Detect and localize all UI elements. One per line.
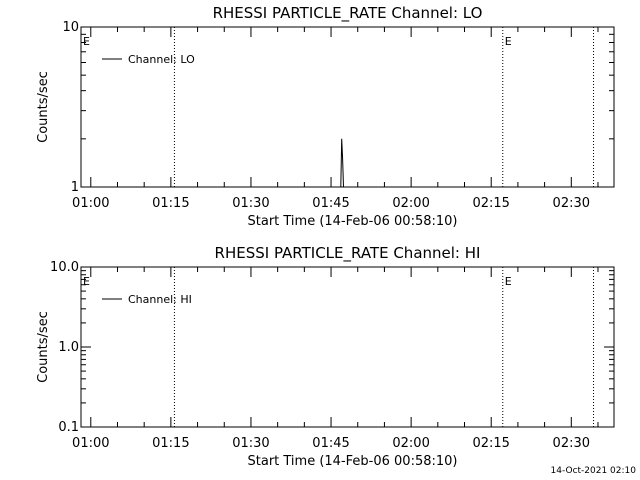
y-axis-label: Counts/sec xyxy=(36,71,51,143)
x-tick-label: 01:30 xyxy=(232,436,269,451)
x-axis-label: Start Time (14-Feb-06 00:58:10) xyxy=(248,214,458,229)
y-tick-label: 1 xyxy=(71,180,79,195)
x-tick-label: 01:15 xyxy=(152,196,189,211)
x-tick-label: 01:00 xyxy=(72,436,109,451)
x-tick-label: 02:00 xyxy=(392,436,429,451)
event-marker: E xyxy=(505,275,512,288)
event-marker: E xyxy=(505,35,512,48)
x-tick-label: 02:15 xyxy=(472,436,509,451)
y-tick-label: 10.0 xyxy=(50,260,79,275)
event-marker: E xyxy=(83,35,90,48)
event-marker: E xyxy=(83,275,90,288)
y-tick-label: 10 xyxy=(62,20,79,35)
x-tick-label: 02:30 xyxy=(553,196,590,211)
x-tick-label: 01:15 xyxy=(152,436,189,451)
y-tick-label: 0.1 xyxy=(58,420,79,435)
plot-frame xyxy=(80,266,615,428)
x-tick-label: 02:30 xyxy=(553,436,590,451)
y-tick-label: 1.0 xyxy=(58,340,79,355)
x-tick-label: 01:45 xyxy=(312,196,349,211)
chart-title: RHESSI PARTICLE_RATE Channel: LO xyxy=(213,4,483,23)
footer-timestamp: 14-Oct-2021 02:10 xyxy=(551,466,637,476)
x-tick-label: 01:30 xyxy=(232,196,269,211)
series-line xyxy=(340,138,345,188)
x-axis-label: Start Time (14-Feb-06 00:58:10) xyxy=(248,454,458,469)
x-tick-label: 02:00 xyxy=(392,196,429,211)
legend-label: Channel: LO xyxy=(128,53,195,66)
y-axis-label: Counts/sec xyxy=(36,311,51,383)
x-tick-label: 02:15 xyxy=(472,196,509,211)
legend-label: Channel: HI xyxy=(128,293,192,306)
x-tick-label: 01:45 xyxy=(312,436,349,451)
chart-title: RHESSI PARTICLE_RATE Channel: HI xyxy=(215,244,481,263)
x-tick-label: 01:00 xyxy=(72,196,109,211)
plot-frame xyxy=(80,26,615,188)
